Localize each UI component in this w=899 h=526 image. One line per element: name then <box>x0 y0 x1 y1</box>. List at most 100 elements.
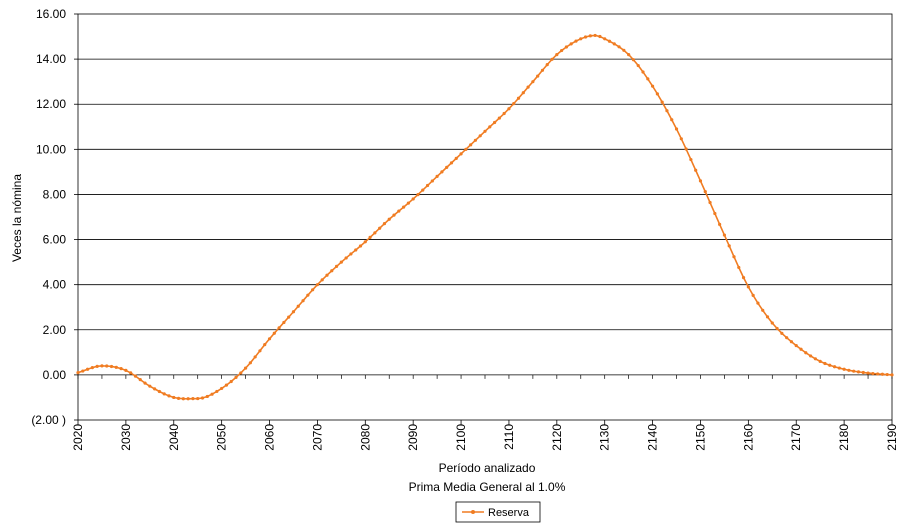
series-point-reserva <box>507 107 511 111</box>
series-point-reserva <box>95 364 99 368</box>
series-point-reserva <box>722 233 727 237</box>
series-point-reserva <box>631 58 636 62</box>
series-point-reserva <box>526 85 530 89</box>
series-point-reserva <box>368 235 372 240</box>
series-point-reserva <box>301 299 305 303</box>
series-point-reserva <box>402 205 406 209</box>
series-point-reserva <box>804 351 808 355</box>
series-point-reserva <box>435 174 439 178</box>
series-point-reserva <box>459 152 463 156</box>
x-tick-label: 2100 <box>454 424 468 451</box>
series-point-reserva <box>378 226 382 230</box>
series-point-reserva <box>636 63 640 68</box>
series-point-reserva <box>789 340 794 344</box>
series-point-reserva <box>689 157 693 162</box>
series-point-reserva <box>890 373 894 377</box>
series-point-reserva <box>100 364 104 368</box>
series-point-reserva <box>363 240 367 244</box>
series-point-reserva <box>670 118 674 122</box>
series-point-reserva <box>761 308 765 312</box>
series-point-reserva <box>272 331 276 335</box>
series-point-reserva <box>871 371 875 376</box>
series-point-reserva <box>440 170 444 174</box>
series-point-reserva <box>311 288 315 292</box>
y-tick-label: 16.00 <box>36 7 66 21</box>
series-point-reserva <box>598 34 602 39</box>
series-point-reserva <box>847 368 851 372</box>
series-point-reserva <box>885 372 889 377</box>
series-point-reserva <box>162 392 166 396</box>
series-point-reserva <box>627 53 631 57</box>
series-point-reserva <box>81 369 85 373</box>
series-point-reserva <box>746 285 750 289</box>
plot-frame <box>77 13 893 421</box>
series-point-reserva <box>876 372 880 376</box>
y-tick-label: 8.00 <box>43 187 67 201</box>
x-tick-label: 2070 <box>310 424 324 451</box>
y-tick-label: 10.00 <box>36 142 66 156</box>
series-point-reserva <box>718 222 722 226</box>
x-tick-label: 2160 <box>741 424 755 451</box>
series-point-reserva <box>650 84 655 88</box>
series-point-reserva <box>157 389 161 394</box>
series-point-reserva <box>354 248 358 252</box>
x-tick-label: 2050 <box>215 424 229 451</box>
series-point-reserva <box>770 321 774 325</box>
y-tick-label: 12.00 <box>36 97 66 111</box>
y-tick-label: 4.00 <box>43 278 67 292</box>
series-point-reserva <box>411 197 415 201</box>
x-tick-label: 2020 <box>71 424 85 451</box>
series-point-reserva <box>861 370 865 375</box>
series-point-reserva <box>564 45 569 49</box>
series-point-reserva <box>593 33 597 38</box>
series-point-reserva <box>425 183 430 188</box>
series-point-reserva <box>603 37 607 41</box>
series-point-reserva <box>612 42 616 46</box>
y-tick-label: 2.00 <box>43 323 67 337</box>
y-tick-label: (2.00 ) <box>31 413 66 427</box>
series-point-reserva <box>780 331 784 335</box>
series-point-reserva <box>220 386 224 391</box>
x-tick-label: 2090 <box>406 424 420 451</box>
series-point-reserva <box>560 48 564 53</box>
x-tick-label: 2180 <box>837 424 851 451</box>
series-line-reserva <box>77 34 893 400</box>
series-point-reserva <box>445 165 449 169</box>
series-point-reserva <box>583 35 588 39</box>
series-point-reserva <box>449 161 454 165</box>
series-point-reserva <box>751 293 755 297</box>
series-point-reserva <box>703 190 707 194</box>
series-point-reserva <box>809 354 813 358</box>
series-point-reserva <box>799 347 803 351</box>
series-point-reserva <box>205 394 209 399</box>
y-tick-label: 14.00 <box>36 52 66 66</box>
series-point-reserva <box>382 222 387 226</box>
series-point-reserva <box>339 260 343 264</box>
y-tick-labels: 16.00 14.00 12.00 10.00 8.00 6.00 4.00 2.00 0.00… <box>31 7 66 427</box>
series-point-reserva <box>263 343 267 347</box>
series-point-reserva <box>732 255 736 259</box>
series-point-reserva <box>708 200 712 205</box>
series-point-reserva <box>349 252 353 256</box>
series-point-reserva <box>191 397 195 401</box>
y-tick-label: 6.00 <box>43 233 67 247</box>
series-point-reserva <box>741 275 746 280</box>
series-point-reserva <box>200 396 205 400</box>
series-point-reserva <box>287 315 291 319</box>
series-point-reserva <box>713 211 717 216</box>
series-point-reserva <box>483 129 487 133</box>
series-point-reserva <box>138 378 142 382</box>
x-tick-label: 2080 <box>358 424 372 451</box>
series-point-reserva <box>291 310 296 314</box>
series-point-reserva <box>488 125 492 129</box>
series-point-reserva <box>646 77 650 81</box>
series-point-reserva <box>655 92 659 96</box>
series-point-reserva <box>358 244 363 248</box>
series-point-reserva <box>502 111 506 116</box>
series-point-reserva <box>674 127 679 131</box>
series-point-reserva <box>320 278 324 282</box>
series-point-reserva <box>794 343 798 348</box>
series-point-reserva <box>85 367 90 371</box>
x-tick-labels: 2020 2030 2040 2050 2060 2070 2080 2090 2100 2110… <box>71 424 899 451</box>
series-point-reserva <box>181 397 185 401</box>
